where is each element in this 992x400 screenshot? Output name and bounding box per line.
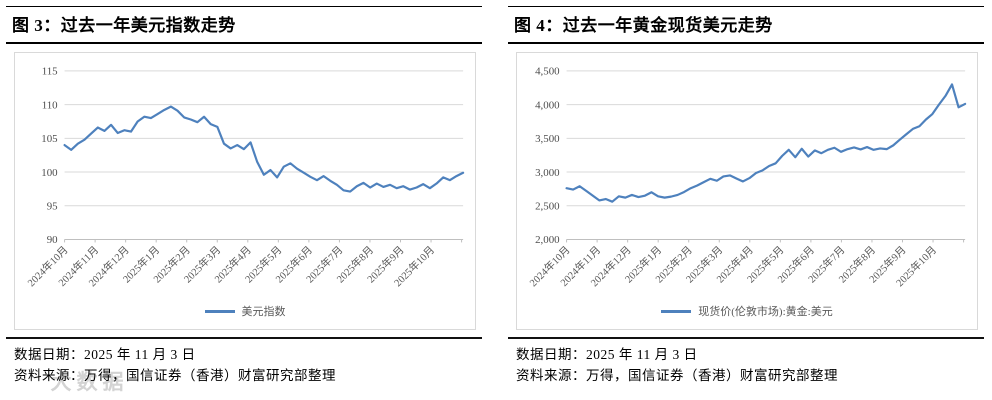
gold-spot-legend: 现货价(伦敦市场):黄金:美元 (517, 298, 977, 324)
svg-text:4,500: 4,500 (535, 66, 560, 78)
svg-text:2,500: 2,500 (535, 201, 560, 213)
gold-spot-chart-box: 4,500 4,000 3,500 3,000 2,500 2,000 2024年10月 20… (516, 52, 978, 330)
figure-3-footer: 数据日期：2025 年 11 月 3 日 资料来源：万得，国信证券（香港）财富研… (6, 337, 482, 387)
report-figures-row: 图 3：过去一年美元指数走势 115 110 105 100 95 90 2024年10月 2… (4, 6, 986, 387)
legend-line-marker (661, 309, 692, 313)
svg-text:3,000: 3,000 (535, 167, 560, 179)
source-line: 资料来源：万得，国信证券（香港）财富研究部整理 (516, 367, 838, 383)
data-date-line: 数据日期：2025 年 11 月 3 日 (14, 347, 196, 362)
svg-text:110: 110 (42, 99, 58, 111)
svg-text:4,000: 4,000 (535, 99, 560, 111)
panel-gold-spot: 图 4：过去一年黄金现货美元走势 4,500 4,000 3,500 3,000 2,5… (506, 6, 986, 387)
legend-line-marker (204, 309, 235, 313)
usd-index-line-chart: 11511010510095902024年10月2024年11月2024年12月… (25, 66, 465, 289)
data-date-line: 数据日期：2025 年 11 月 3 日 (516, 347, 698, 362)
svg-text:90: 90 (47, 234, 58, 246)
legend-label: 现货价(伦敦市场):黄金:美元 (698, 306, 833, 318)
figure-3-title: 图 3：过去一年美元指数走势 (12, 16, 236, 35)
svg-text:2,000: 2,000 (535, 234, 560, 246)
legend-label: 美元指数 (241, 306, 286, 318)
figure-3-title-block: 图 3：过去一年美元指数走势 (6, 6, 482, 44)
source-line: 资料来源：万得，国信证券（香港）财富研究部整理 (14, 367, 336, 383)
figure-4-title-block: 图 4：过去一年黄金现货美元走势 (508, 6, 984, 44)
panel-usd-index: 图 3：过去一年美元指数走势 115 110 105 100 95 90 2024年10月 2… (4, 6, 484, 387)
svg-text:115: 115 (42, 66, 58, 78)
figure-4-title: 图 4：过去一年黄金现货美元走势 (514, 16, 773, 35)
svg-text:95: 95 (47, 201, 58, 213)
svg-text:105: 105 (41, 133, 58, 145)
svg-text:3,500: 3,500 (535, 133, 560, 145)
gold-spot-line-chart: 4,5004,0003,5003,0002,5002,0002024年10月20… (527, 66, 967, 289)
usd-index-chart-box: 115 110 105 100 95 90 2024年10月 2024年11月 2024年12月… (14, 52, 476, 330)
svg-text:100: 100 (41, 167, 58, 179)
figure-4-footer: 数据日期：2025 年 11 月 3 日 资料来源：万得，国信证券（香港）财富研… (508, 337, 984, 387)
usd-index-legend: 美元指数 (15, 298, 475, 324)
